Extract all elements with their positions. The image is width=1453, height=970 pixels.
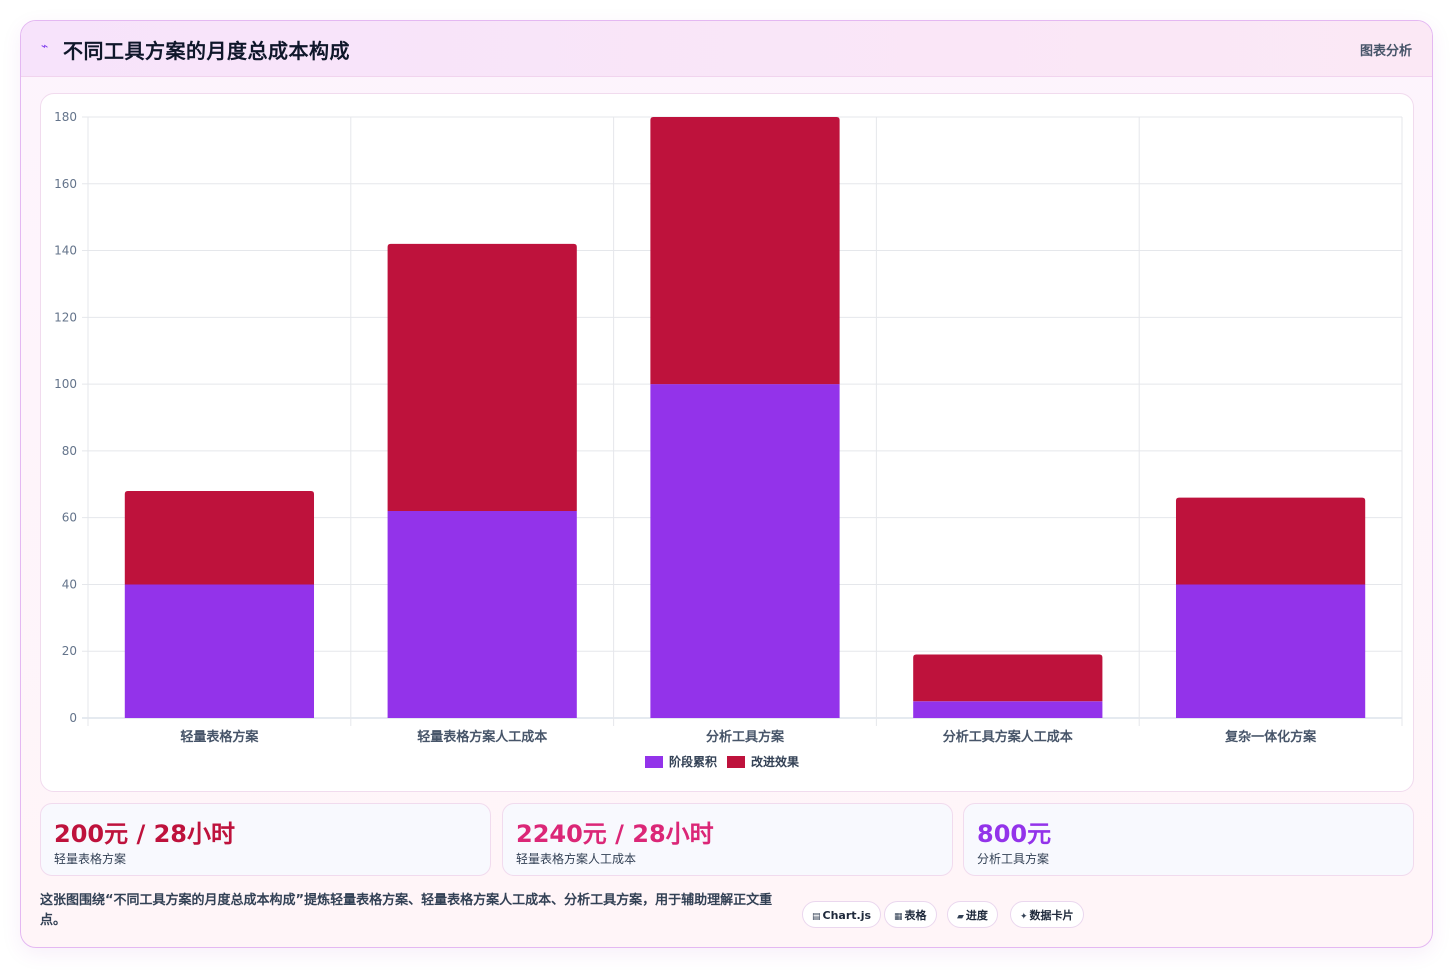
chip-table[interactable]: ▦ 表格 xyxy=(884,901,937,928)
bar-segment-1 xyxy=(913,701,1103,718)
stacked-bar-chart: 0 20 40 60 80 100 120 140 160 180 轻量表格方案 轻量表格方案人工成本… xyxy=(54,110,1403,769)
chart-icon: ▤ xyxy=(812,912,821,922)
chart-analysis-tag: 图表分析 xyxy=(1359,44,1412,59)
y-tick-label: 160 xyxy=(54,177,77,191)
y-tick-label: 0 xyxy=(69,711,77,725)
bar-segment-1 xyxy=(650,384,840,718)
x-tick-label: 轻量表格方案人工成本 xyxy=(417,729,547,745)
sparkle-icon: ✦ xyxy=(1020,912,1028,922)
stat-label: 轻量表格方案人工成本 xyxy=(516,852,637,866)
chip-progress[interactable]: ▰ 进度 xyxy=(947,901,998,928)
y-tick-label: 180 xyxy=(54,110,77,124)
y-tick-label: 40 xyxy=(62,577,77,591)
stat-value: 2240元 / 28小时 xyxy=(516,820,714,848)
bar-segment-2 xyxy=(124,490,315,585)
x-tick-label: 复杂一体化方案 xyxy=(1224,729,1317,745)
chip-chartjs[interactable]: ▤ Chart.js xyxy=(802,901,882,928)
legend-label: 改进效果 xyxy=(751,754,799,769)
table-icon: ▦ xyxy=(894,912,903,922)
chip-label: Chart.js xyxy=(822,909,872,922)
stat-value: 800元 xyxy=(977,820,1052,848)
chart-container: 0 20 40 60 80 100 120 140 160 180 轻量表格方案 轻量表格方案人工成本… xyxy=(40,93,1414,792)
y-tick-label: 20 xyxy=(62,644,77,658)
trend-icon: ⌁ xyxy=(41,39,49,53)
chart-card: ⌁ 不同工具方案的月度总成本构成 图表分析 0 20 40 60 80 100 120 140… xyxy=(20,20,1433,948)
x-tick-label: 分析工具方案 xyxy=(706,729,785,745)
chart-description: 这张图围绕“不同工具方案的月度总成本构成”提炼轻量表格方案、轻量表格方案人工成本… xyxy=(40,893,773,928)
stat-card-3: 800元 分析工具方案 xyxy=(963,803,1414,876)
stat-value: 200元 / 28小时 xyxy=(54,820,235,848)
chip-label: 表格 xyxy=(904,909,927,922)
bar-segment-2 xyxy=(913,654,1103,702)
card-header: ⌁ 不同工具方案的月度总成本构成 图表分析 xyxy=(21,21,1432,77)
x-tick-label: 分析工具方案人工成本 xyxy=(943,729,1073,745)
chart-title: 不同工具方案的月度总成本构成 xyxy=(63,39,350,63)
bar-segment-1 xyxy=(1175,584,1366,718)
bar-segment-1 xyxy=(124,584,315,718)
legend-swatch xyxy=(727,756,745,768)
stat-card-1: 200元 / 28小时 轻量表格方案 xyxy=(40,803,491,876)
chip-label: 进度 xyxy=(965,909,988,922)
y-tick-label: 100 xyxy=(54,377,77,391)
chip-label: 数据卡片 xyxy=(1029,909,1074,922)
y-tick-label: 60 xyxy=(62,511,77,525)
y-tick-label: 80 xyxy=(62,444,77,458)
y-tick-label: 140 xyxy=(54,244,77,258)
stat-label: 轻量表格方案 xyxy=(54,852,127,866)
bar-segment-2 xyxy=(387,243,577,511)
x-tick-label: 轻量表格方案 xyxy=(180,729,259,745)
legend-label: 阶段累积 xyxy=(669,754,717,769)
stat-label: 分析工具方案 xyxy=(977,852,1050,866)
legend-swatch xyxy=(645,756,663,768)
bar-segment-2 xyxy=(650,117,840,385)
chip-data-card[interactable]: ✦ 数据卡片 xyxy=(1010,901,1084,928)
y-tick-label: 120 xyxy=(54,310,77,324)
bar-segment-1 xyxy=(387,510,577,718)
progress-icon: ▰ xyxy=(957,912,964,922)
stat-card-2: 2240元 / 28小时 轻量表格方案人工成本 xyxy=(502,803,953,876)
bar-segment-2 xyxy=(1175,497,1366,585)
